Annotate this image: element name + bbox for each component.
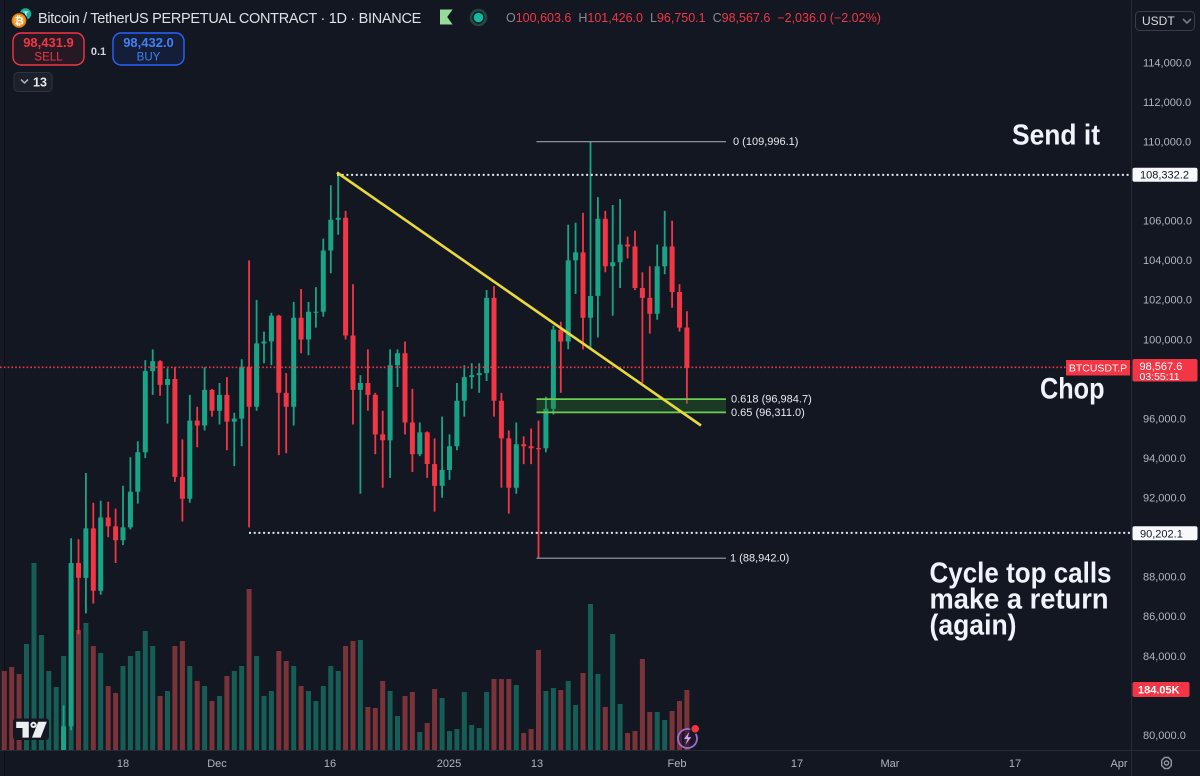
- svg-text:make a return: make a return: [930, 584, 1109, 616]
- svg-text:13: 13: [33, 76, 47, 90]
- svg-text:SELL: SELL: [34, 52, 63, 64]
- svg-text:106,000.0: 106,000.0: [1143, 216, 1192, 228]
- svg-text:98,431.9: 98,431.9: [23, 35, 74, 50]
- svg-text:16: 16: [324, 758, 336, 770]
- svg-text:110,000.0: 110,000.0: [1143, 137, 1191, 149]
- svg-text:96,000.0: 96,000.0: [1143, 413, 1186, 425]
- svg-text:90,202.1: 90,202.1: [1140, 528, 1183, 540]
- svg-text:80,000.0: 80,000.0: [1143, 730, 1186, 742]
- svg-text:Dec: Dec: [207, 758, 227, 770]
- svg-text:Feb: Feb: [668, 758, 687, 770]
- svg-text:BUY: BUY: [137, 52, 161, 64]
- svg-text:USDT: USDT: [1142, 14, 1175, 28]
- svg-text:0.1: 0.1: [91, 46, 106, 58]
- svg-text:Apr: Apr: [1110, 758, 1127, 770]
- svg-text:Chop: Chop: [1040, 373, 1105, 406]
- svg-text:Cycle top calls: Cycle top calls: [930, 557, 1112, 589]
- svg-text:17: 17: [791, 758, 803, 770]
- svg-text:98,432.0: 98,432.0: [123, 35, 174, 50]
- svg-text:BTCUSDT.P: BTCUSDT.P: [1069, 363, 1127, 375]
- svg-text:86,000.0: 86,000.0: [1143, 611, 1186, 623]
- svg-text:84,000.0: 84,000.0: [1143, 651, 1186, 663]
- svg-text:T: T: [23, 10, 29, 20]
- svg-text:94,000.0: 94,000.0: [1143, 453, 1186, 465]
- svg-text:102,000.0: 102,000.0: [1143, 295, 1192, 307]
- svg-text:112,000.0: 112,000.0: [1143, 97, 1191, 109]
- svg-text:13: 13: [531, 758, 543, 770]
- svg-text:0.65 (96,311.0): 0.65 (96,311.0): [731, 407, 805, 419]
- svg-text:184.05K: 184.05K: [1138, 685, 1180, 697]
- svg-text:108,332.2: 108,332.2: [1140, 170, 1189, 182]
- svg-text:17: 17: [1009, 758, 1021, 770]
- svg-text:104,000.0: 104,000.0: [1143, 255, 1192, 267]
- svg-text:₿: ₿: [15, 16, 24, 28]
- svg-text:(again): (again): [930, 610, 1017, 642]
- svg-text:2025: 2025: [437, 758, 461, 770]
- svg-text:Mar: Mar: [881, 758, 900, 770]
- svg-text:88,000.0: 88,000.0: [1143, 572, 1186, 584]
- svg-text:18: 18: [117, 758, 129, 770]
- svg-text:0.618 (96,984.7): 0.618 (96,984.7): [731, 394, 812, 406]
- svg-text:Send it: Send it: [1012, 119, 1100, 151]
- svg-text:03:55:11: 03:55:11: [1140, 371, 1180, 383]
- svg-text:Bitcoin / TetherUS PERPETUAL C: Bitcoin / TetherUS PERPETUAL CONTRACT · …: [38, 11, 422, 27]
- svg-text:98,567.6: 98,567.6: [1140, 361, 1183, 373]
- svg-text:92,000.0: 92,000.0: [1143, 493, 1186, 505]
- svg-text:114,000.0: 114,000.0: [1143, 57, 1191, 69]
- svg-text:0 (109,996.1): 0 (109,996.1): [733, 136, 798, 148]
- svg-text:100,000.0: 100,000.0: [1143, 334, 1192, 346]
- svg-text:1 (88,942.0): 1 (88,942.0): [730, 553, 789, 565]
